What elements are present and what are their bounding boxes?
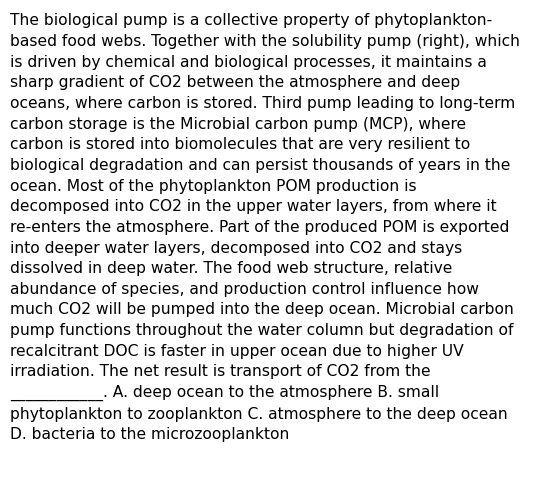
Text: The biological pump is a collective property of phytoplankton-
based food webs. : The biological pump is a collective prop… <box>10 13 520 442</box>
